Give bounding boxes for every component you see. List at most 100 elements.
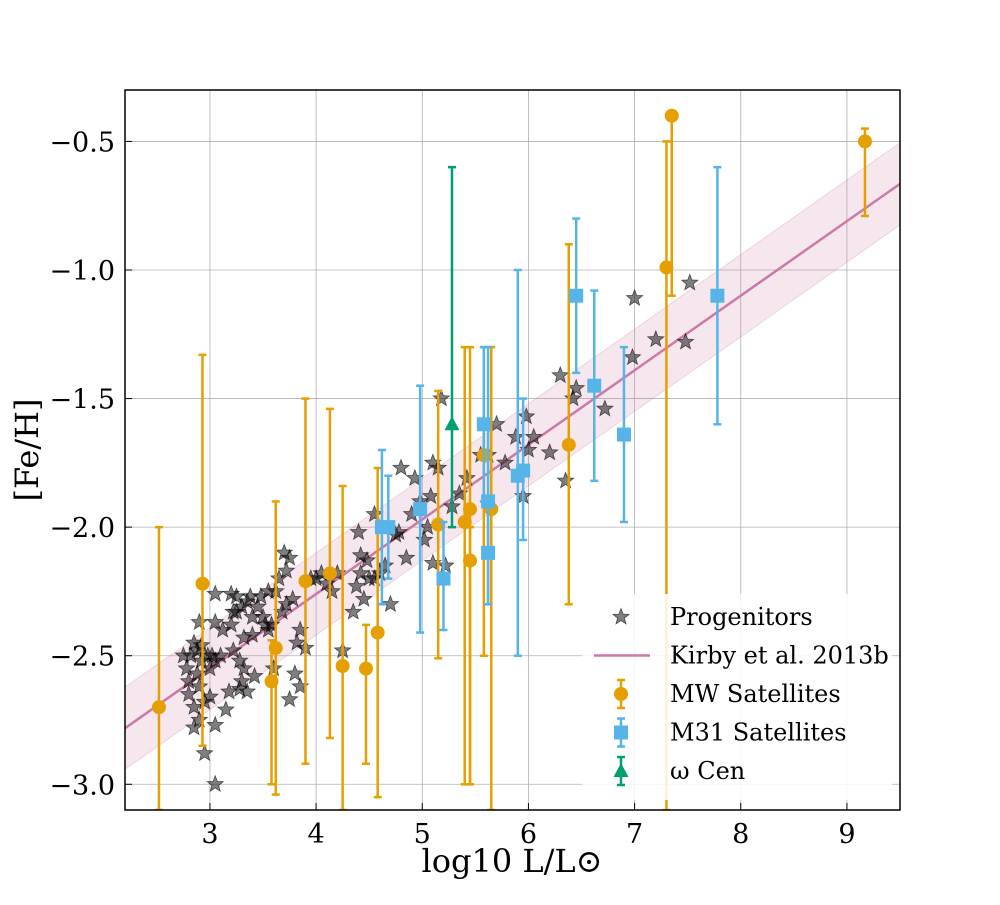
star-point xyxy=(177,658,196,677)
square-point xyxy=(381,520,396,535)
legend-entry: ω Cen xyxy=(613,755,745,787)
star-point xyxy=(344,602,363,620)
legend-marker-triangle xyxy=(613,763,629,777)
legend-box xyxy=(582,594,892,800)
circle-error-bar xyxy=(154,525,163,810)
star-point xyxy=(211,646,230,664)
star-point xyxy=(206,715,225,733)
star-point xyxy=(495,453,515,471)
star-point xyxy=(222,615,241,633)
star-point xyxy=(216,700,236,718)
triangle-point xyxy=(444,416,460,431)
star-point xyxy=(243,625,262,643)
star-point xyxy=(354,589,374,607)
circle-point xyxy=(358,661,373,676)
plot-frame xyxy=(124,89,901,811)
legend-marker-circle xyxy=(614,687,628,701)
star-point xyxy=(680,273,699,291)
circle-point xyxy=(857,134,872,149)
square-point xyxy=(481,545,496,560)
legend-label: ω Cen xyxy=(670,757,745,785)
star-point xyxy=(248,597,267,615)
star-point xyxy=(190,710,209,728)
circle-point xyxy=(370,625,385,640)
circle-error-bar xyxy=(466,525,475,786)
star-point xyxy=(357,550,377,569)
star-point xyxy=(237,682,257,700)
star-point xyxy=(232,671,251,690)
star-point xyxy=(190,612,209,631)
star-point xyxy=(230,651,249,669)
star-point xyxy=(200,687,220,705)
y-tick-label: −3.0 xyxy=(49,770,115,801)
legend-label: Progenitors xyxy=(670,603,813,631)
square-point xyxy=(587,378,602,393)
star-point xyxy=(556,471,575,489)
y-tick-label: −2.5 xyxy=(49,642,115,673)
star-point xyxy=(365,504,384,523)
x-tick-label: 9 xyxy=(838,819,855,850)
star-point xyxy=(563,388,583,407)
star-point xyxy=(567,378,586,397)
star-point xyxy=(595,399,615,417)
legend: Progenitors Kirby et al. 2013b MW Satellit… xyxy=(582,594,892,800)
star-point xyxy=(347,576,366,595)
star-point xyxy=(517,406,536,425)
star-point xyxy=(436,556,455,574)
square-point xyxy=(569,288,584,303)
legend-entry: MW Satellites xyxy=(614,678,841,710)
x-tick-label: 5 xyxy=(414,819,431,850)
star-point xyxy=(676,332,695,350)
circle-error-bar xyxy=(361,623,370,765)
legend-label: M31 Satellites xyxy=(670,719,847,747)
star-point xyxy=(206,774,225,793)
square-point xyxy=(413,502,428,517)
star-point xyxy=(224,640,243,659)
y-tick-label: −0.5 xyxy=(49,127,115,158)
star-point xyxy=(190,676,209,695)
star-point xyxy=(625,288,644,307)
y-tick-label: −2.0 xyxy=(49,513,115,544)
square-point xyxy=(710,288,725,303)
circle-point xyxy=(561,437,576,452)
square-error-bar xyxy=(513,268,522,657)
star-point xyxy=(195,743,214,762)
x-tick-label: 7 xyxy=(626,819,643,850)
circle-point xyxy=(664,108,679,123)
star-point xyxy=(280,689,299,708)
star-point xyxy=(317,574,336,592)
circle-point xyxy=(659,260,674,275)
x-tick-label: 3 xyxy=(201,819,218,850)
circle-point xyxy=(268,641,283,655)
circle-point xyxy=(457,515,472,529)
star-point xyxy=(277,561,296,579)
x-tick-label: 6 xyxy=(520,819,537,850)
star-point xyxy=(283,589,302,607)
legend-entry: Kirby et al. 2013b xyxy=(594,642,889,670)
grid xyxy=(125,90,900,810)
x-axis-label: log10 L/L⊙ xyxy=(422,842,603,880)
star-point xyxy=(646,329,665,348)
square-point xyxy=(616,427,631,442)
star-point xyxy=(262,615,281,633)
legend-marker-star xyxy=(611,607,631,625)
star-point xyxy=(375,556,395,574)
circle-error-bar xyxy=(564,243,573,606)
star-point xyxy=(234,658,254,677)
square-point xyxy=(516,463,531,478)
triangle-series xyxy=(444,165,460,529)
circle-point xyxy=(463,553,478,568)
circle-point xyxy=(151,700,166,715)
star-point xyxy=(280,548,299,566)
legend-marker-square xyxy=(614,725,628,740)
star-point xyxy=(206,584,225,602)
legend-entry: Progenitors xyxy=(611,603,813,631)
star-point xyxy=(351,563,370,582)
star-point xyxy=(184,697,204,715)
x-tick-label: 4 xyxy=(308,819,325,850)
star-point xyxy=(206,612,225,631)
y-tick-label: −1.5 xyxy=(49,385,115,416)
circle-error-bar xyxy=(267,639,276,786)
legend-label: MW Satellites xyxy=(670,680,841,708)
